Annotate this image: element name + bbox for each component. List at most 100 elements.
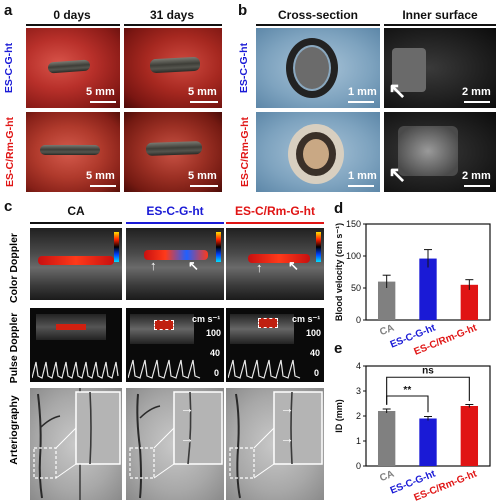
spectral-waveform bbox=[128, 359, 201, 379]
sample-gate bbox=[258, 318, 278, 328]
scale-bar bbox=[90, 185, 116, 187]
doppler-unit: cm s⁻¹ bbox=[292, 314, 321, 324]
scale-bar bbox=[190, 185, 218, 187]
y-tick-label: 0 bbox=[356, 315, 361, 325]
flow-signal bbox=[56, 324, 86, 330]
bar bbox=[460, 406, 479, 466]
panel-a-row-label-1: ES-C-G-ht bbox=[3, 42, 15, 94]
panel-c-head-bar bbox=[226, 222, 324, 224]
scale-label: 2 mm bbox=[462, 170, 491, 182]
graft-ring bbox=[286, 38, 338, 98]
arteriography-image: → → bbox=[126, 388, 224, 500]
spectral-waveform bbox=[32, 361, 119, 379]
panel-c-row-pulse-doppler: Pulse Doppler bbox=[8, 312, 20, 384]
vessel-tree bbox=[33, 388, 121, 500]
scale-label: 2 mm bbox=[462, 86, 491, 98]
scale-label: 1 mm bbox=[348, 170, 377, 182]
bar bbox=[377, 281, 396, 320]
panel-c-head-bar bbox=[30, 222, 122, 224]
color-doppler-image bbox=[30, 228, 122, 300]
scale-bar bbox=[90, 101, 116, 103]
scale-bar bbox=[348, 185, 374, 187]
bar bbox=[419, 258, 437, 320]
scale-label: 5 mm bbox=[86, 170, 115, 182]
scale-bar bbox=[464, 185, 490, 187]
panel-c-row-color-doppler: Color Doppler bbox=[8, 233, 20, 303]
bar bbox=[460, 284, 479, 320]
bar bbox=[419, 418, 437, 466]
panel-d-letter: d bbox=[334, 200, 344, 217]
inner-surface-photo: ↖ 2 mm bbox=[384, 28, 496, 108]
inner-surface-photo: ↖ 2 mm bbox=[384, 112, 496, 192]
arrow-icon: ↖ bbox=[388, 78, 407, 103]
y-axis-label: Blood velocity (cm s⁻¹) bbox=[334, 223, 344, 321]
significance-label: ** bbox=[403, 385, 411, 396]
bar bbox=[377, 411, 396, 466]
arteriography-image: → → bbox=[226, 388, 324, 500]
panel-a-col-0days: 0 days bbox=[53, 8, 91, 22]
color-doppler-image: ↑ ↖ bbox=[226, 228, 324, 300]
panel-a-col-31days: 31 days bbox=[149, 8, 195, 22]
panel-b-col-cross-section: Cross-section bbox=[277, 8, 359, 22]
arrow-icon: → bbox=[280, 400, 294, 416]
scale-bar bbox=[348, 101, 374, 103]
lumen-highlight bbox=[392, 48, 426, 92]
doppler-tick: 0 bbox=[314, 368, 320, 378]
flow-signal bbox=[38, 256, 114, 265]
panel-e-letter: e bbox=[334, 340, 343, 357]
arrow-icon: ↖ bbox=[288, 258, 299, 273]
panel-c-col-escrm: ES-C/Rm-G-ht bbox=[235, 204, 315, 218]
arrow-icon: → bbox=[180, 400, 194, 416]
arrow-icon: ↑ bbox=[256, 260, 263, 275]
doppler-tick: 100 bbox=[206, 328, 222, 338]
panel-b-col-inner-surface: Inner surface bbox=[402, 8, 478, 22]
pulse-doppler-image: cm s⁻¹ 100 40 0 bbox=[226, 308, 324, 382]
y-tick-label: 4 bbox=[356, 361, 361, 371]
panel-a-row-label-2: ES-C/Rm-G-ht bbox=[4, 117, 16, 187]
panel-b-row-label-2: ES-C/Rm-G-ht bbox=[239, 117, 251, 187]
significance-label: ns bbox=[422, 365, 434, 376]
doppler-tick: 40 bbox=[310, 348, 321, 358]
scale-bar bbox=[190, 101, 218, 103]
y-tick-label: 2 bbox=[356, 411, 361, 421]
color-scale-bar bbox=[316, 232, 321, 262]
cross-section-photo: 1 mm bbox=[256, 28, 380, 108]
scale-label: 5 mm bbox=[188, 86, 217, 98]
cross-section-photo: 1 mm bbox=[256, 112, 380, 192]
panel-a-letter: a bbox=[4, 2, 13, 19]
graft-tube bbox=[40, 145, 100, 155]
vessel-tree bbox=[229, 391, 323, 499]
graft-ring bbox=[288, 124, 344, 184]
flow-signal bbox=[248, 254, 310, 263]
panel-c-col-ca: CA bbox=[67, 204, 85, 218]
scale-bar bbox=[464, 101, 490, 103]
doppler-tick: 0 bbox=[214, 368, 220, 378]
y-tick-label: 50 bbox=[351, 283, 361, 293]
pulse-doppler-image: cm s⁻¹ 100 40 0 bbox=[126, 308, 224, 382]
arrow-icon: → bbox=[280, 430, 294, 446]
doppler-unit: cm s⁻¹ bbox=[192, 314, 221, 324]
panel-c-head-bar bbox=[126, 222, 224, 224]
surgical-photo: 5 mm bbox=[124, 112, 222, 192]
color-scale-bar bbox=[114, 232, 119, 262]
panel-a-head-bar bbox=[124, 24, 222, 26]
panel-c-row-arteriography: Arteriography bbox=[8, 395, 20, 465]
arteriography-image bbox=[30, 388, 122, 500]
y-tick-label: 0 bbox=[356, 461, 361, 471]
surgical-photo: 5 mm bbox=[26, 28, 120, 108]
y-tick-label: 1 bbox=[356, 436, 361, 446]
category-label: CA bbox=[378, 469, 396, 485]
panel-b-letter: b bbox=[238, 2, 248, 19]
graft-tube bbox=[47, 59, 91, 74]
lumen-highlight bbox=[398, 126, 458, 176]
panel-a-head-bar bbox=[26, 24, 120, 26]
scale-label: 1 mm bbox=[348, 86, 377, 98]
sample-gate bbox=[154, 320, 174, 330]
scale-label: 5 mm bbox=[188, 170, 217, 182]
arrow-icon: ↖ bbox=[188, 258, 199, 273]
panel-b-head-bar bbox=[256, 24, 380, 26]
arrow-icon: ↑ bbox=[150, 258, 157, 273]
spectral-waveform bbox=[228, 359, 301, 379]
